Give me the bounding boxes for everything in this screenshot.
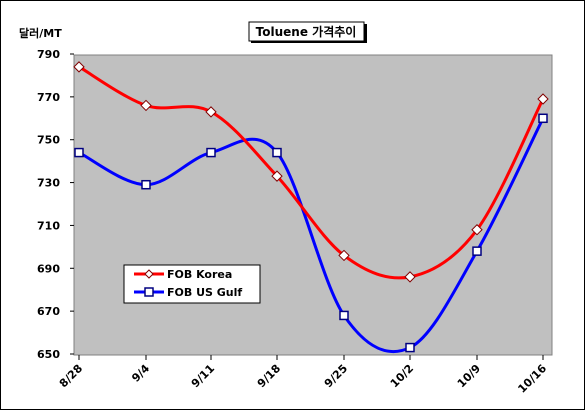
- data-point-fob-us-gulf: [472, 246, 482, 256]
- y-axis: 650 670 690 710 730 750 770 790: [37, 48, 74, 361]
- legend-label: FOB US Gulf: [167, 286, 242, 299]
- x-tick-label: 10/16: [515, 362, 549, 396]
- data-point-fob-korea: [205, 106, 217, 118]
- legend-marker: [144, 269, 154, 279]
- y-tick-label: 770: [37, 91, 60, 104]
- y-tick-label: 670: [37, 305, 60, 318]
- data-point-fob-korea: [404, 271, 416, 283]
- y-tick-label: 790: [37, 48, 60, 61]
- series-layer: [73, 61, 549, 353]
- x-tick-label: 8/28: [57, 362, 85, 390]
- data-point-fob-us-gulf: [141, 179, 151, 190]
- data-point-fob-korea: [140, 99, 152, 112]
- y-tick-label: 730: [37, 177, 60, 190]
- x-tick-label: 10/2: [388, 362, 416, 390]
- data-point-fob-us-gulf: [206, 147, 216, 158]
- legend-marker: [144, 287, 154, 297]
- plot-area: [73, 54, 553, 356]
- legend: FOB Korea FOB US Gulf: [123, 264, 261, 304]
- x-axis: 8/28 9/4 9/11 9/18 9/25 10/2 10/9 10/16: [57, 355, 549, 396]
- data-point-fob-us-gulf: [272, 147, 282, 158]
- x-tick-label: 9/25: [322, 362, 350, 390]
- data-point-fob-korea: [338, 249, 350, 262]
- data-point-fob-us-gulf: [538, 113, 548, 124]
- chart-title-box: Toluene 가격추이: [248, 21, 367, 43]
- legend-label: FOB Korea: [167, 268, 232, 281]
- data-point-fob-korea: [271, 170, 283, 182]
- data-point-fob-korea: [471, 224, 483, 236]
- x-tick-label: 9/11: [189, 362, 217, 390]
- y-tick-label: 690: [37, 262, 60, 275]
- data-point-fob-us-gulf: [339, 310, 349, 321]
- x-tick-label: 10/9: [455, 362, 483, 390]
- x-tick-label: 9/4: [129, 362, 152, 385]
- chart-title: Toluene 가격추이: [256, 24, 357, 39]
- x-tick-label: 9/18: [255, 362, 283, 390]
- data-point-fob-korea: [537, 93, 549, 105]
- y-tick-label: 750: [37, 134, 60, 147]
- data-point-fob-us-gulf: [74, 147, 84, 158]
- y-axis-label: 달러/MT: [19, 26, 62, 40]
- data-point-fob-korea: [73, 61, 85, 73]
- y-tick-label: 650: [37, 348, 60, 361]
- data-point-fob-us-gulf: [405, 342, 415, 353]
- y-tick-label: 710: [37, 219, 60, 232]
